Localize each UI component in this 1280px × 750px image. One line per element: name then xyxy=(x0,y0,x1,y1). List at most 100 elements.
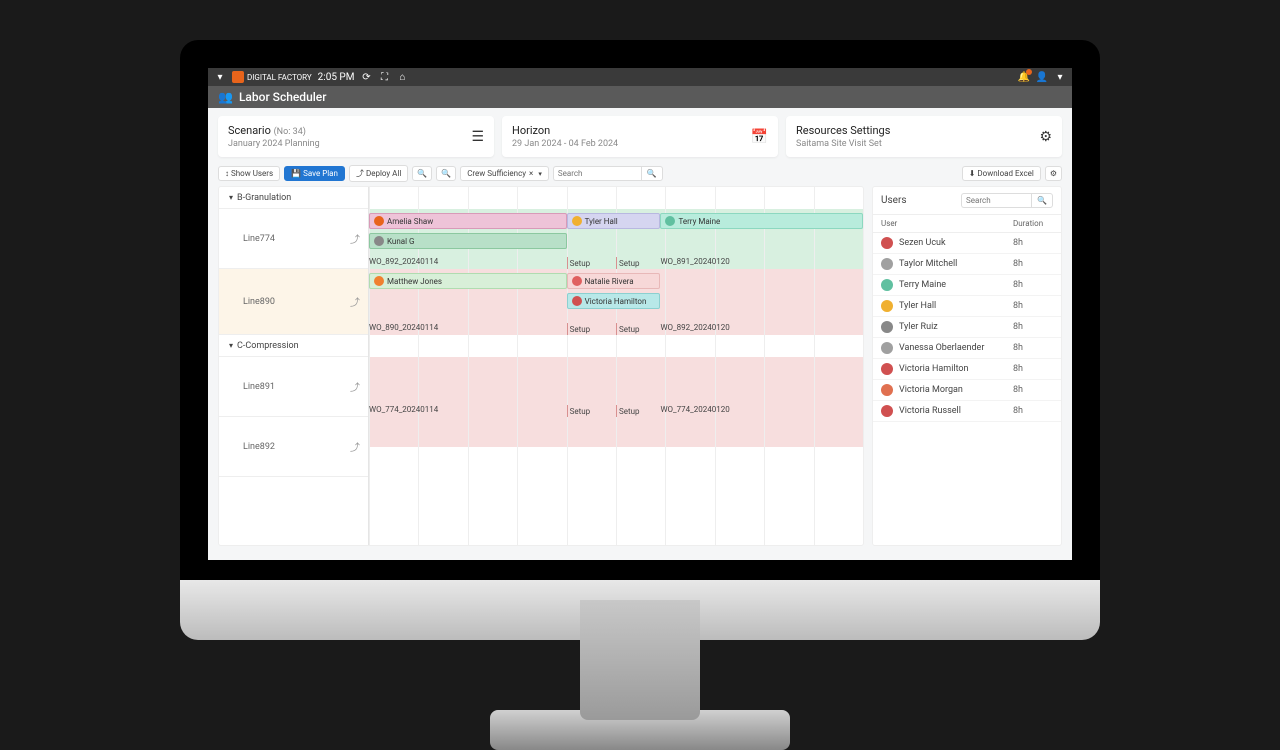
user-row[interactable]: Tyler Ruiz8h xyxy=(873,317,1061,338)
home-icon[interactable]: ⌂ xyxy=(396,71,408,83)
page-title-icon: 👥 xyxy=(218,90,233,104)
gantt-bar[interactable]: Victoria Hamilton xyxy=(567,293,661,309)
users-panel: Users 🔍 User Duration Sezen Ucuk8hTaylor… xyxy=(872,186,1062,546)
user-menu-icon[interactable]: 👤 xyxy=(1036,71,1048,83)
toolbar-search: 🔍 xyxy=(553,166,663,181)
user-row[interactable]: Terry Maine8h xyxy=(873,275,1061,296)
line-label: Line774 xyxy=(243,234,275,244)
resources-sub: Saitama Site Visit Set xyxy=(796,139,890,149)
summary-cards: Scenario (No: 34) January 2024 Planning … xyxy=(208,108,1072,161)
user-row[interactable]: Sezen Ucuk 8h xyxy=(873,233,1061,254)
upload-icon[interactable]: ⤴ xyxy=(350,379,360,394)
resources-title: Resources Settings xyxy=(796,124,890,137)
users-search-input[interactable] xyxy=(961,193,1031,208)
calendar-icon: 📅 xyxy=(751,129,768,145)
user-duration: 8h xyxy=(1013,406,1053,416)
gantt-bar[interactable]: Matthew Jones xyxy=(369,273,567,289)
bar-label: Kunal G xyxy=(387,237,415,246)
avatar-icon xyxy=(881,300,893,312)
user-name: Terry Maine xyxy=(899,280,1007,290)
user-name: Victoria Morgan xyxy=(899,385,1007,395)
avatar-icon xyxy=(665,216,675,226)
upload-icon[interactable]: ⤴ xyxy=(350,439,360,454)
work-order-label: WO_890_20240114 xyxy=(369,323,438,332)
zoom-out-button[interactable]: 🔍 xyxy=(436,166,456,181)
gantt-left-column: ▾B-Granulation Line774 ⤴ Line890 ⤴ ▾C-Compres… xyxy=(219,187,369,545)
chevron-down-icon[interactable]: ▾ xyxy=(214,71,226,83)
line-label: Line891 xyxy=(243,382,275,392)
gantt-bar[interactable]: Terry Maine xyxy=(660,213,863,229)
chip-caret-icon[interactable] xyxy=(536,169,542,178)
search-button[interactable]: 🔍 xyxy=(641,166,663,181)
brand: DIGITAL FACTORY xyxy=(232,71,312,83)
upload-icon[interactable]: ⤴ xyxy=(350,231,360,246)
gantt-bar[interactable]: Natalie Rivera xyxy=(567,273,661,289)
gantt-group-row[interactable]: ▾C-Compression xyxy=(219,335,368,357)
upload-icon[interactable]: ⤴ xyxy=(350,294,360,309)
notifications-icon[interactable]: 🔔 xyxy=(1018,71,1030,83)
line-label: Line890 xyxy=(243,297,275,307)
user-row[interactable]: Taylor Mitchell8h xyxy=(873,254,1061,275)
page-title: Labor Scheduler xyxy=(239,90,327,104)
show-users-button[interactable]: ↕ Show Users xyxy=(218,166,280,181)
horizon-card[interactable]: Horizon 29 Jan 2024 - 04 Feb 2024 📅 xyxy=(502,116,778,157)
gantt-line-row: Line774 ⤴ xyxy=(219,209,368,269)
user-name: Sezen Ucuk xyxy=(899,238,1007,248)
gantt-timeline[interactable]: Amelia Shaw Tyler HallTerry Maine Kunal G M… xyxy=(369,187,863,545)
user-menu-caret-icon[interactable]: ▾ xyxy=(1054,71,1066,83)
user-name: Victoria Russell xyxy=(899,406,1007,416)
search-input[interactable] xyxy=(553,166,641,181)
group-label: C-Compression xyxy=(237,341,299,351)
refresh-icon[interactable]: ⟳ xyxy=(360,71,372,83)
user-row[interactable]: Vanessa Oberlaender8h xyxy=(873,338,1061,359)
avatar-icon xyxy=(572,276,582,286)
avatar-icon xyxy=(881,384,893,396)
user-duration: 8h xyxy=(1013,238,1053,248)
avatar-icon xyxy=(881,258,893,270)
user-duration: 8h xyxy=(1013,301,1053,311)
list-icon: ☰ xyxy=(471,129,484,145)
gantt-bar[interactable]: Tyler Hall xyxy=(567,213,661,229)
work-order-label: WO_774_20240120 xyxy=(660,405,729,414)
bar-label: Matthew Jones xyxy=(387,277,442,286)
save-plan-button[interactable]: 💾 Save Plan xyxy=(284,166,345,181)
gantt-group-row[interactable]: ▾B-Granulation xyxy=(219,187,368,209)
settings-button[interactable]: ⚙ xyxy=(1045,166,1062,181)
scenario-sub: January 2024 Planning xyxy=(228,139,320,149)
avatar-icon xyxy=(881,321,893,333)
zoom-in-button[interactable]: 🔍 xyxy=(412,166,432,181)
resources-card[interactable]: Resources Settings Saitama Site Visit Se… xyxy=(786,116,1062,157)
user-row[interactable]: Victoria Morgan 8h xyxy=(873,380,1061,401)
fullscreen-icon[interactable]: ⛶ xyxy=(378,71,390,83)
chip-remove-icon[interactable]: × xyxy=(529,169,533,178)
main-content: ▾B-Granulation Line774 ⤴ Line890 ⤴ ▾C-Compres… xyxy=(208,186,1072,556)
user-name: Vanessa Oberlaender xyxy=(899,343,1007,353)
brand-text: DIGITAL FACTORY xyxy=(247,73,312,82)
download-excel-button[interactable]: ⬇ Download Excel xyxy=(962,166,1041,181)
gantt-bar[interactable]: Amelia Shaw xyxy=(369,213,567,229)
users-col-duration: Duration xyxy=(1013,219,1053,228)
bar-label: Amelia Shaw xyxy=(387,217,433,226)
filter-chip[interactable]: Crew Sufficiency × xyxy=(460,166,549,181)
users-search-button[interactable]: 🔍 xyxy=(1031,193,1053,208)
user-duration: 8h xyxy=(1013,385,1053,395)
gantt-line-row: Line891 ⤴ xyxy=(219,357,368,417)
deploy-all-button[interactable]: ⤴ Deploy All xyxy=(349,165,408,182)
gantt-bar[interactable]: Kunal G xyxy=(369,233,567,249)
setup-label: Setup xyxy=(616,405,640,417)
setup-label: Setup xyxy=(567,257,591,269)
user-name: Tyler Hall xyxy=(899,301,1007,311)
users-list: Sezen Ucuk8hTaylor Mitchell8hTerry Maine… xyxy=(873,233,1061,422)
gantt-panel: ▾B-Granulation Line774 ⤴ Line890 ⤴ ▾C-Compres… xyxy=(218,186,864,546)
line-label: Line892 xyxy=(243,442,275,452)
scenario-title: Scenario (No: 34) xyxy=(228,124,320,137)
user-row[interactable]: Victoria Hamilton8h xyxy=(873,359,1061,380)
toolbar: ↕ Show Users 💾 Save Plan ⤴ Deploy All 🔍 … xyxy=(208,161,1072,186)
bar-label: Natalie Rivera xyxy=(585,277,634,286)
user-name: Taylor Mitchell xyxy=(899,259,1007,269)
gears-icon: ⚙ xyxy=(1039,129,1052,145)
user-row[interactable]: Tyler Hall 8h xyxy=(873,296,1061,317)
user-row[interactable]: Victoria Russell 8h xyxy=(873,401,1061,422)
horizon-title: Horizon xyxy=(512,124,618,137)
scenario-card[interactable]: Scenario (No: 34) January 2024 Planning … xyxy=(218,116,494,157)
